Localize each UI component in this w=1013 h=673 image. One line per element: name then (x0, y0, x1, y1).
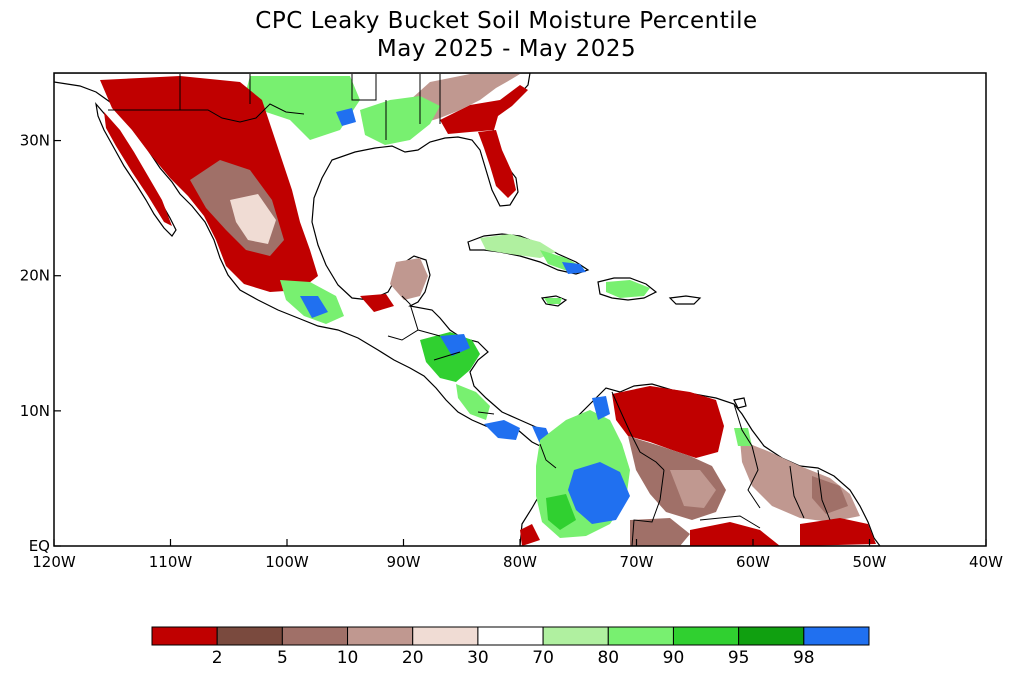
colorbar-label: 2 (212, 648, 223, 668)
x-tick-label: 110W (149, 553, 193, 571)
guyana-wet-area (734, 428, 752, 446)
texas-wet-area-2 (245, 76, 360, 140)
political-borders (108, 74, 831, 546)
colorbar-label: 80 (597, 648, 619, 668)
yucatan-dry-area (360, 294, 394, 312)
mexico-south-blue-area (300, 296, 328, 318)
colorbar-swatch (412, 626, 479, 646)
x-tick-label: 60W (736, 553, 770, 571)
southeast-us-dry-area (440, 85, 528, 134)
y-tick-label: EQ (29, 537, 50, 555)
map-date-range: May 2025 - May 2025 (376, 36, 637, 62)
x-tick-label: 80W (503, 553, 537, 571)
baja-dry-area (104, 112, 172, 226)
x-tick-label: 40W (969, 553, 1003, 571)
cuba-blue-area (562, 262, 586, 274)
venezuela-light-area (670, 470, 716, 508)
colorbar-label: 30 (467, 648, 489, 668)
x-tick-label: 90W (387, 553, 421, 571)
colorbar-swatch (347, 626, 414, 646)
colorbar-label: 5 (277, 648, 288, 668)
colorbar-swatch (672, 626, 740, 646)
longitude-axis: 120W 110W 100W 90W 80W 70W 60W 50W 40W (32, 539, 1003, 571)
colorbar-swatch (281, 626, 349, 646)
panama-blue-area (484, 420, 520, 440)
x-tick-label: 100W (265, 553, 309, 571)
colombia-blue-area (568, 462, 630, 524)
colorbar-swatch (738, 626, 805, 646)
latitude-axis: EQ 10N 20N 30N (20, 132, 61, 555)
x-tick-label: 70W (620, 553, 654, 571)
hispaniola-wet-area (606, 280, 650, 298)
colorbar-label: 70 (532, 648, 554, 668)
colorbar-label: 90 (663, 648, 685, 668)
jamaica-wet-area (544, 298, 562, 304)
amazon-mixed-area (630, 518, 690, 546)
colorbar-swatch (151, 626, 218, 646)
florida-dry-area (478, 130, 516, 198)
brazil-north-dry-area (800, 518, 876, 546)
colorbar-label: 95 (728, 648, 750, 668)
cuba-wet-area (480, 234, 556, 258)
mexico-light-area (230, 194, 276, 244)
x-tick-label: 50W (853, 553, 887, 571)
colorbar-label: 20 (402, 648, 424, 668)
texas-blue-spot (336, 108, 356, 126)
colorbar-label: 98 (793, 648, 815, 668)
colorbar-legend: 2 5 10 20 30 70 80 90 95 98 (151, 626, 870, 668)
map-title: CPC Leaky Bucket Soil Moisture Percentil… (255, 8, 758, 34)
colorbar-swatch (216, 626, 283, 646)
yucatan-mixed-area (390, 258, 428, 300)
colorbar-swatch (542, 626, 609, 646)
nicaragua-wet-area (456, 384, 490, 420)
trinidad-land (733, 397, 747, 409)
soil-moisture-field (100, 74, 876, 546)
y-tick-label: 20N (20, 267, 50, 285)
guianas-dry-area (812, 476, 848, 514)
colombia-green-area (546, 494, 576, 530)
y-tick-label: 10N (20, 402, 50, 420)
brazil-west-dry-area (690, 522, 780, 546)
puerto-rico-land (668, 295, 702, 305)
honduras-blue-area (440, 334, 470, 356)
colorbar-label: 10 (337, 648, 359, 668)
x-tick-label: 120W (32, 553, 76, 571)
colorbar-swatch (803, 626, 870, 646)
y-tick-label: 30N (20, 132, 50, 150)
colorbar-swatch (477, 626, 544, 646)
ecuador-mixed-area (520, 524, 540, 546)
colorbar-swatch (607, 626, 674, 646)
venezuela-dry-area (612, 386, 724, 458)
colombia-north-blue-area (592, 396, 610, 420)
